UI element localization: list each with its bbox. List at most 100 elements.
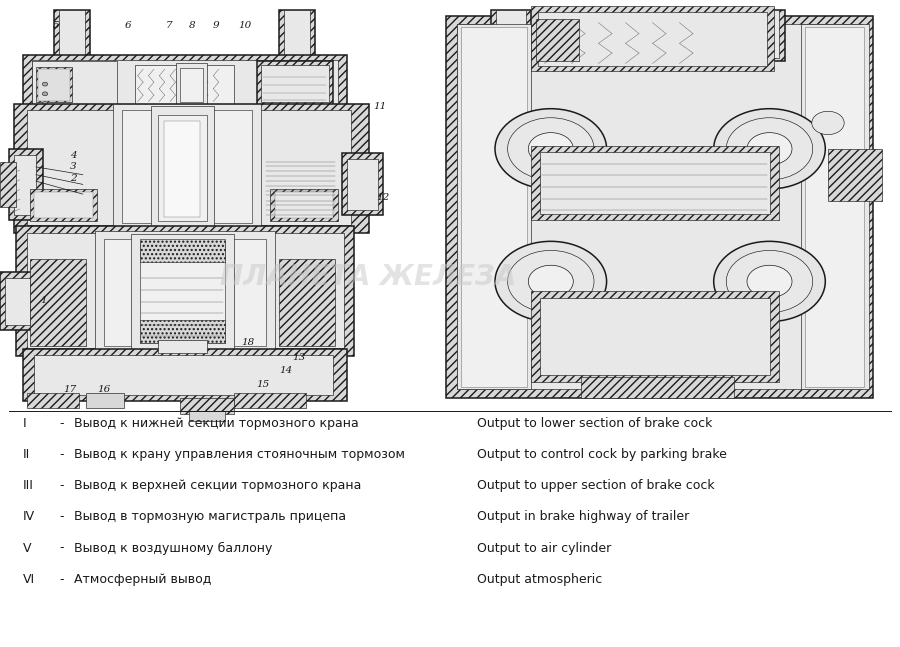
Circle shape <box>714 241 825 322</box>
Text: ПЛАНЕТА ЖЕЛЕЗА: ПЛАНЕТА ЖЕЛЕЗА <box>220 263 517 291</box>
Text: V: V <box>22 542 31 554</box>
Bar <box>59 10 85 58</box>
Text: Output to upper section of brake cock: Output to upper section of brake cock <box>477 479 715 492</box>
Bar <box>540 152 770 214</box>
Circle shape <box>495 109 607 189</box>
Circle shape <box>508 118 594 180</box>
Text: 14: 14 <box>279 366 292 375</box>
Text: 5: 5 <box>52 21 59 30</box>
Text: 11: 11 <box>374 102 387 111</box>
Bar <box>457 24 862 389</box>
Bar <box>36 67 72 102</box>
Bar <box>122 110 252 223</box>
Text: 13: 13 <box>292 353 306 362</box>
Circle shape <box>42 102 48 105</box>
Circle shape <box>42 92 48 96</box>
Text: Output to control cock by parking brake: Output to control cock by parking brake <box>477 448 727 461</box>
Text: 9: 9 <box>212 21 220 30</box>
Bar <box>189 411 225 421</box>
Bar <box>491 10 531 61</box>
Text: 4: 4 <box>70 151 77 160</box>
Text: III: III <box>22 479 33 492</box>
Circle shape <box>812 111 844 135</box>
Circle shape <box>528 133 573 165</box>
Text: -: - <box>59 510 63 523</box>
Bar <box>342 153 382 215</box>
Bar <box>274 192 333 218</box>
Text: -: - <box>59 542 63 554</box>
Bar <box>261 65 328 102</box>
Bar <box>14 155 36 215</box>
Bar <box>22 55 346 110</box>
Bar <box>151 106 214 228</box>
Text: Вывод в тормозную магистраль прицепа: Вывод в тормозную магистраль прицепа <box>74 510 346 523</box>
Text: -: - <box>59 573 63 586</box>
Bar <box>32 61 117 105</box>
Bar <box>531 146 778 220</box>
Bar <box>54 10 90 58</box>
Text: Вывод к крану управления стояночным тормозом: Вывод к крану управления стояночным торм… <box>74 448 405 461</box>
Circle shape <box>508 250 594 313</box>
Bar <box>538 12 767 66</box>
Bar <box>32 60 338 105</box>
Text: I: I <box>22 417 26 430</box>
Bar <box>140 320 225 343</box>
Bar <box>135 65 234 104</box>
Bar <box>130 234 234 349</box>
Text: Output to lower section of brake cock: Output to lower section of brake cock <box>477 417 713 430</box>
Text: 18: 18 <box>241 338 255 347</box>
Bar <box>14 104 369 233</box>
Bar <box>496 10 526 58</box>
Bar <box>34 355 333 395</box>
Text: 10: 10 <box>238 21 251 30</box>
Bar <box>16 226 354 356</box>
Text: 6: 6 <box>124 21 131 30</box>
Bar <box>279 259 335 346</box>
Bar <box>536 19 579 61</box>
Bar <box>805 27 864 387</box>
Bar <box>457 24 531 389</box>
Bar <box>256 61 333 105</box>
Bar <box>9 6 801 414</box>
Bar <box>347 159 378 210</box>
Text: 17: 17 <box>63 385 76 394</box>
Text: 3: 3 <box>70 162 77 171</box>
Bar <box>30 259 86 346</box>
Bar <box>9 149 43 220</box>
Text: -: - <box>59 417 63 430</box>
Circle shape <box>747 133 792 165</box>
Bar <box>27 233 344 348</box>
Text: Output atmospheric: Output atmospheric <box>477 573 602 586</box>
Bar <box>0 162 16 207</box>
Bar <box>446 16 873 398</box>
Text: 8: 8 <box>188 21 195 30</box>
Circle shape <box>714 109 825 189</box>
Bar <box>34 192 93 218</box>
Circle shape <box>495 241 607 322</box>
Bar <box>104 239 266 346</box>
Bar <box>752 10 779 58</box>
Circle shape <box>528 265 573 298</box>
Bar <box>270 189 338 221</box>
Bar <box>234 393 306 408</box>
Bar <box>180 398 234 414</box>
Text: Вывод к нижней секции тормозного крана: Вывод к нижней секции тормозного крана <box>74 417 358 430</box>
Bar <box>140 239 225 262</box>
Bar <box>27 110 351 225</box>
Bar <box>279 10 315 58</box>
Text: Вывод к верхней секции тормозного крана: Вывод к верхней секции тормозного крана <box>74 479 361 492</box>
Circle shape <box>747 265 792 298</box>
Circle shape <box>42 82 48 86</box>
Bar <box>4 278 30 325</box>
Bar <box>461 27 527 387</box>
Bar <box>0 272 34 330</box>
Bar <box>94 231 274 353</box>
Bar <box>180 68 202 102</box>
Bar <box>22 349 346 401</box>
Bar <box>38 69 70 101</box>
Bar <box>540 298 770 375</box>
Bar <box>801 24 868 389</box>
Text: Output to air cylinder: Output to air cylinder <box>477 542 611 554</box>
Bar <box>580 377 734 398</box>
Text: -: - <box>59 479 63 492</box>
